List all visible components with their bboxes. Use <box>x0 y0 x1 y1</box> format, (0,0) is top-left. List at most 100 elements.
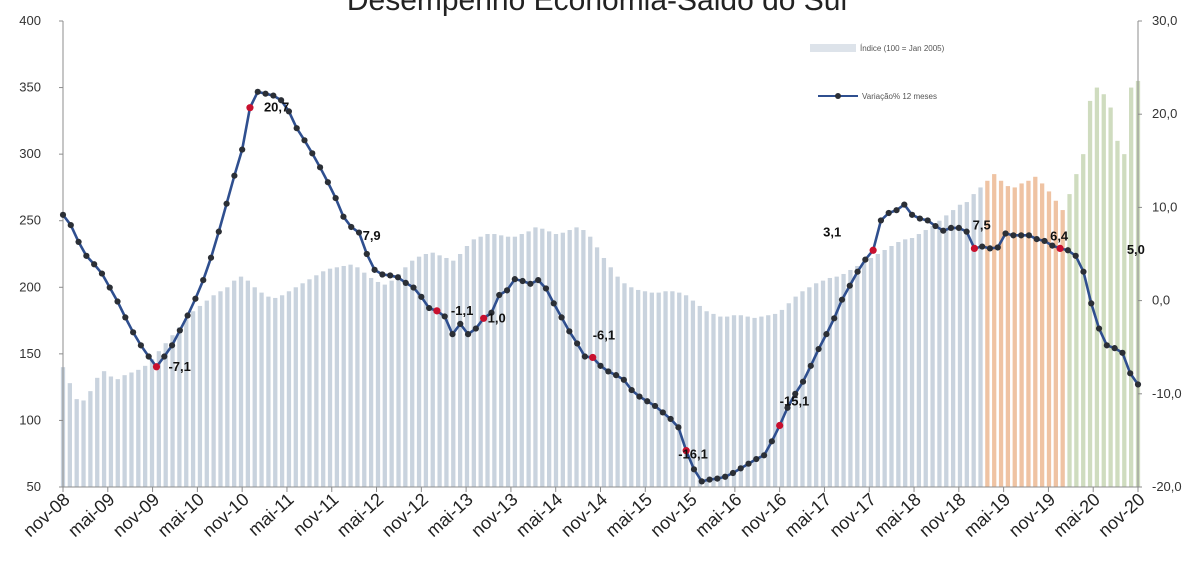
line-point <box>184 312 191 319</box>
right-tick-label: 0,0 <box>1152 293 1170 308</box>
index-bar <box>211 295 216 487</box>
line-point <box>207 254 215 261</box>
index-bar <box>355 267 360 487</box>
line-point <box>924 217 931 224</box>
index-bar <box>204 300 209 487</box>
line-point <box>270 92 277 99</box>
x-tick-label: nov-13 <box>467 489 521 541</box>
line-point <box>667 415 674 423</box>
line-point <box>932 222 939 230</box>
line-point <box>628 386 635 394</box>
index-bar <box>1067 194 1072 487</box>
index-bar <box>156 351 161 487</box>
line-point <box>979 243 986 250</box>
line-point <box>1088 300 1095 307</box>
line-point <box>846 282 853 289</box>
line-point <box>893 207 900 214</box>
line-point <box>200 277 207 284</box>
line-point <box>239 146 246 153</box>
x-tick-label: nov-09 <box>109 489 163 541</box>
index-bar <box>725 316 730 487</box>
index-bar <box>1108 107 1113 487</box>
index-bar <box>574 227 579 487</box>
index-bar <box>423 254 429 487</box>
line-point <box>309 150 316 157</box>
line-point <box>581 353 589 360</box>
line-point <box>698 478 705 485</box>
line-point <box>496 291 503 299</box>
highlight-point <box>776 421 784 430</box>
line-point <box>262 90 269 97</box>
index-bar <box>998 180 1004 487</box>
line-point <box>862 256 869 263</box>
line-point <box>605 368 612 375</box>
index-bar <box>834 276 839 487</box>
index-bar <box>861 261 867 487</box>
index-bar <box>1040 183 1045 487</box>
index-bar <box>800 291 805 487</box>
x-tick-label: mai-19 <box>960 489 1014 541</box>
index-bar <box>163 343 168 487</box>
index-bar <box>594 247 600 487</box>
index-bar <box>718 316 723 487</box>
line-point <box>410 284 417 291</box>
line-point <box>363 250 370 258</box>
index-bar <box>957 204 963 488</box>
line-point <box>301 137 308 144</box>
line-point <box>1103 342 1110 349</box>
index-bar <box>533 227 538 487</box>
index-bar <box>779 309 785 487</box>
index-bar <box>656 292 661 487</box>
data-label: -1,1 <box>451 303 473 318</box>
index-bar <box>170 335 175 487</box>
x-tick-label: mai-13 <box>423 489 477 541</box>
line-point <box>659 409 666 416</box>
line-point <box>1049 242 1056 249</box>
index-bar <box>745 316 750 487</box>
index-bar <box>553 234 559 487</box>
right-tick-label: 10,0 <box>1152 199 1177 214</box>
line-point <box>332 194 339 202</box>
index-bar <box>101 371 107 487</box>
index-bar <box>670 291 675 487</box>
index-bar <box>519 234 524 487</box>
line-point <box>114 298 121 305</box>
index-bar <box>238 276 244 487</box>
index-bar <box>560 232 565 487</box>
index-bar <box>444 257 449 487</box>
x-tick-label: mai-12 <box>333 489 387 541</box>
line-point <box>168 342 176 349</box>
index-bar <box>252 287 257 487</box>
index-bar <box>273 297 278 487</box>
line-point <box>722 473 729 480</box>
right-tick-label: -20,0 <box>1152 479 1182 494</box>
line-point <box>402 279 409 286</box>
index-bar <box>74 399 79 487</box>
line-point <box>340 213 347 220</box>
index-bar <box>690 300 696 487</box>
line-point <box>1134 381 1142 388</box>
index-bar <box>416 256 422 487</box>
index-bar <box>478 236 483 487</box>
legend-bar-swatch <box>810 44 856 52</box>
variation-line <box>61 90 1140 483</box>
index-bar <box>1019 183 1024 487</box>
x-tick-label: mai-11 <box>244 489 297 540</box>
index-bar <box>88 391 93 487</box>
data-label: 3,1 <box>823 224 841 239</box>
index-bar <box>1033 176 1038 487</box>
line-point <box>1080 268 1087 275</box>
index-bar <box>177 327 182 487</box>
index-bar <box>827 277 833 487</box>
variation-line-layer <box>59 88 1142 485</box>
x-tick-label: nov-15 <box>646 489 700 541</box>
index-bar <box>930 226 935 488</box>
line-point <box>316 164 324 171</box>
line-point <box>620 376 627 383</box>
index-bar <box>601 257 607 487</box>
index-bar <box>752 317 757 487</box>
index-bar <box>855 265 860 487</box>
line-point <box>231 172 238 179</box>
